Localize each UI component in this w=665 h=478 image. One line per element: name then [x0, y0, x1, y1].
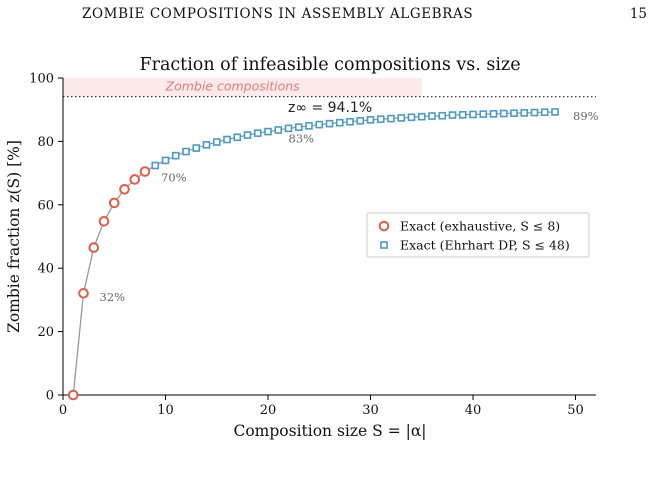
ehrhart-point: [335, 118, 344, 127]
ehrhart-point: [520, 109, 529, 117]
annotation-label: 89%: [573, 109, 599, 123]
ehrhart-point: [438, 111, 447, 120]
chart-title: Fraction of infeasible compositions vs. …: [139, 55, 520, 75]
asymptote-label: z∞ = 94.1%: [288, 100, 372, 116]
exhaustive-point: [139, 166, 151, 177]
ehrhart-point: [161, 156, 170, 165]
exhaustive-point: [119, 183, 130, 195]
ehrhart-point: [458, 110, 467, 119]
ehrhart-point: [407, 113, 416, 122]
ehrhart-point: [417, 112, 426, 121]
ehrhart-point: [192, 144, 201, 152]
ehrhart-point: [325, 119, 334, 128]
ehrhart-point: [294, 123, 303, 131]
ehrhart-point: [551, 108, 559, 116]
ehrhart-point: [212, 138, 221, 146]
x-tick-label: 10: [157, 403, 174, 418]
x-tick-label: 20: [260, 403, 277, 418]
y-tick-label: 80: [37, 135, 54, 150]
legend-marker-exhaustive: [378, 220, 390, 232]
x-tick-label: 30: [362, 403, 379, 418]
zombie-band: [63, 78, 422, 97]
ehrhart-point: [202, 141, 211, 149]
ehrhart-point: [171, 151, 180, 160]
y-tick-label: 40: [37, 262, 54, 277]
ehrhart-point: [346, 117, 354, 126]
zombie-band-label: Zombie compositions: [165, 79, 301, 94]
exhaustive-point: [88, 242, 100, 253]
ehrhart-point: [233, 133, 242, 142]
exhaustive-point: [108, 197, 120, 209]
y-tick-label: 60: [37, 198, 54, 213]
exhaustive-point: [78, 287, 89, 299]
y-axis-label: Zombie fraction z(S) [%]: [5, 140, 23, 333]
x-axis-label: Composition size S = |α|: [233, 422, 426, 440]
ehrhart-point: [448, 111, 457, 119]
y-tick-label: 0: [46, 389, 54, 404]
ehrhart-point: [366, 116, 375, 124]
ehrhart-point: [356, 116, 365, 125]
exhaustive-point: [67, 389, 79, 401]
y-tick-label: 100: [29, 72, 54, 87]
ehrhart-point: [376, 115, 385, 124]
caption-fragment: [0, 460, 665, 478]
exhaustive-point: [129, 174, 141, 185]
y-tick-label: 20: [37, 325, 54, 340]
ehrhart-point: [387, 114, 395, 123]
legend-box: [366, 212, 590, 258]
legend-label: Exact (Ehrhart DP, S ≤ 48): [400, 238, 570, 253]
ehrhart-point: [305, 122, 313, 130]
running-head: ZOMBIE COMPOSITIONS IN ASSEMBLY ALGEBRAS: [82, 6, 474, 22]
ehrhart-point: [489, 110, 498, 118]
ehrhart-point: [479, 110, 488, 118]
ehrhart-point: [182, 147, 190, 156]
x-tick-label: 50: [567, 403, 584, 418]
ehrhart-point: [151, 161, 160, 170]
ehrhart-point: [428, 112, 436, 120]
ehrhart-point: [284, 124, 293, 133]
ehrhart-point: [540, 108, 549, 117]
ehrhart-point: [469, 110, 477, 119]
ehrhart-point: [274, 126, 283, 134]
ehrhart-point: [253, 129, 262, 137]
x-tick-label: 40: [465, 403, 482, 418]
x-tick-label: 0: [59, 403, 67, 418]
ehrhart-point: [243, 131, 252, 139]
legend-marker-ehrhart: [380, 241, 388, 249]
legend-label: Exact (exhaustive, S ≤ 8): [400, 219, 560, 234]
ehrhart-point: [315, 120, 324, 129]
ehrhart-point: [510, 109, 518, 117]
exhaustive-point: [98, 215, 110, 227]
ehrhart-point: [499, 109, 508, 118]
ehrhart-point: [223, 135, 231, 144]
ehrhart-point: [530, 108, 539, 117]
ehrhart-point: [397, 114, 406, 122]
annotation-label: 70%: [161, 171, 187, 185]
ehrhart-point: [264, 127, 272, 136]
annotation-label: 32%: [100, 290, 126, 304]
page-number: 15: [629, 6, 647, 22]
annotation-label: 83%: [289, 131, 315, 145]
